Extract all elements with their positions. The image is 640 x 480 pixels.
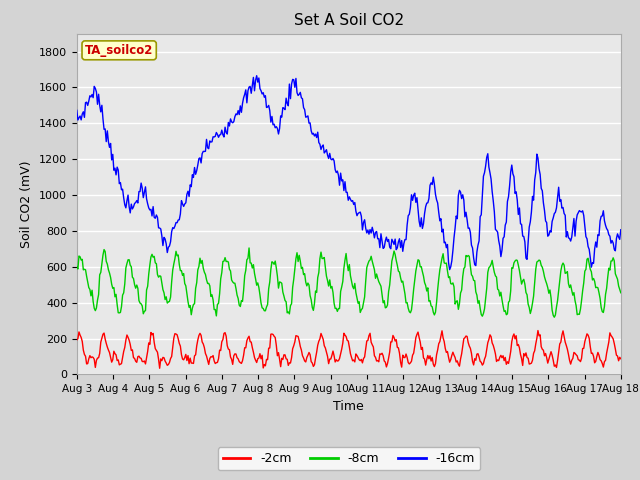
Y-axis label: Soil CO2 (mV): Soil CO2 (mV): [20, 160, 33, 248]
Legend: -2cm, -8cm, -16cm: -2cm, -8cm, -16cm: [218, 447, 480, 470]
X-axis label: Time: Time: [333, 400, 364, 413]
Title: Set A Soil CO2: Set A Soil CO2: [294, 13, 404, 28]
Text: TA_soilco2: TA_soilco2: [85, 44, 154, 57]
